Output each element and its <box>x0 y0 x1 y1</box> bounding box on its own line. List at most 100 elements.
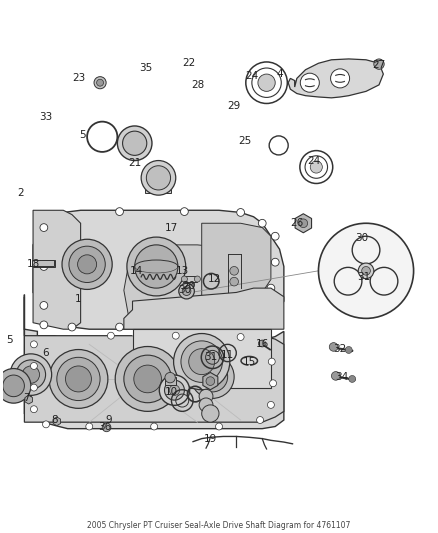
Text: 7: 7 <box>23 393 30 403</box>
Circle shape <box>62 239 112 289</box>
Circle shape <box>182 287 191 295</box>
Circle shape <box>268 401 274 408</box>
Circle shape <box>258 341 265 346</box>
Circle shape <box>31 406 37 413</box>
Text: 23: 23 <box>72 74 85 83</box>
Polygon shape <box>25 297 284 422</box>
Circle shape <box>318 223 413 318</box>
Text: 10: 10 <box>165 387 178 397</box>
Circle shape <box>172 332 179 339</box>
Circle shape <box>199 398 213 412</box>
Bar <box>145 174 171 193</box>
Circle shape <box>3 375 25 397</box>
Circle shape <box>202 405 219 422</box>
Circle shape <box>180 208 188 215</box>
Polygon shape <box>25 395 32 404</box>
Circle shape <box>268 358 275 365</box>
Text: 26: 26 <box>290 218 304 228</box>
Circle shape <box>183 279 194 290</box>
Bar <box>165 377 176 385</box>
Circle shape <box>40 321 48 329</box>
Text: 12: 12 <box>208 274 221 285</box>
Circle shape <box>68 323 76 331</box>
Circle shape <box>191 355 234 398</box>
Circle shape <box>233 321 240 329</box>
Circle shape <box>179 284 194 299</box>
Circle shape <box>107 332 114 339</box>
Circle shape <box>78 255 97 274</box>
Circle shape <box>69 246 105 282</box>
Polygon shape <box>288 59 383 98</box>
Bar <box>33 260 55 266</box>
Circle shape <box>31 341 37 348</box>
Circle shape <box>124 355 171 403</box>
Circle shape <box>331 69 350 88</box>
Circle shape <box>57 357 100 401</box>
Text: 31: 31 <box>204 352 217 362</box>
Text: 14: 14 <box>130 266 144 276</box>
Circle shape <box>199 389 213 403</box>
Circle shape <box>97 79 103 86</box>
Circle shape <box>230 277 238 286</box>
Circle shape <box>258 220 266 227</box>
Circle shape <box>116 323 124 331</box>
Circle shape <box>345 346 352 353</box>
Circle shape <box>257 417 264 424</box>
Circle shape <box>259 340 266 347</box>
Polygon shape <box>33 211 81 329</box>
Polygon shape <box>295 214 311 233</box>
Bar <box>184 276 198 282</box>
Text: 9: 9 <box>106 415 112 425</box>
Text: 19: 19 <box>204 434 217 445</box>
Text: 24: 24 <box>245 71 258 81</box>
Polygon shape <box>33 211 284 329</box>
Circle shape <box>159 375 190 405</box>
Text: 2005 Chrysler PT Cruiser Seal-Axle Drive Shaft Diagram for 4761107: 2005 Chrysler PT Cruiser Seal-Axle Drive… <box>87 521 351 530</box>
Text: 24: 24 <box>307 156 321 166</box>
Circle shape <box>332 372 340 380</box>
Circle shape <box>115 346 180 411</box>
Polygon shape <box>53 417 60 426</box>
Polygon shape <box>124 245 262 329</box>
Circle shape <box>237 208 244 216</box>
Text: 2: 2 <box>17 188 23 198</box>
Circle shape <box>173 334 230 390</box>
Text: 5: 5 <box>79 130 86 140</box>
Text: 1: 1 <box>75 294 82 304</box>
Circle shape <box>358 263 374 279</box>
Circle shape <box>349 375 356 382</box>
Text: 32: 32 <box>333 344 347 354</box>
Circle shape <box>123 131 147 155</box>
Circle shape <box>40 302 48 309</box>
Circle shape <box>374 59 384 69</box>
Circle shape <box>49 350 108 408</box>
Circle shape <box>10 354 52 395</box>
Circle shape <box>134 245 178 288</box>
Circle shape <box>258 74 275 91</box>
Bar <box>3 375 31 396</box>
Circle shape <box>40 263 48 270</box>
Circle shape <box>329 343 338 351</box>
Circle shape <box>237 334 244 341</box>
Circle shape <box>181 276 187 282</box>
Text: 30: 30 <box>178 285 191 295</box>
Polygon shape <box>203 373 218 390</box>
Circle shape <box>31 362 37 369</box>
Polygon shape <box>133 329 271 387</box>
Circle shape <box>127 237 186 296</box>
Text: 11: 11 <box>221 350 234 360</box>
Circle shape <box>271 232 279 240</box>
Circle shape <box>270 380 276 387</box>
Circle shape <box>228 252 249 273</box>
Circle shape <box>181 341 223 382</box>
Text: 27: 27 <box>372 60 385 70</box>
Circle shape <box>198 361 228 392</box>
Text: 15: 15 <box>243 357 256 367</box>
Polygon shape <box>202 223 271 310</box>
Text: 5: 5 <box>6 335 13 345</box>
Circle shape <box>31 384 37 391</box>
Text: 16: 16 <box>256 340 269 349</box>
Circle shape <box>267 284 275 292</box>
Circle shape <box>258 306 266 313</box>
Circle shape <box>362 266 371 275</box>
